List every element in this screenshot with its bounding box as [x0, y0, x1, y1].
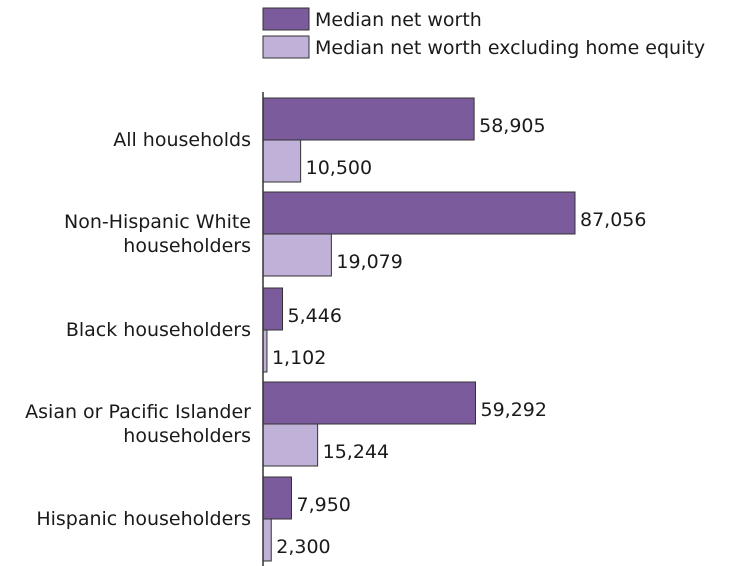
data-label-asian-or-pacific-islander-householders-series-1: 59,292 [480, 399, 546, 421]
category-label-line: Hispanic householders [36, 508, 251, 530]
legend: Median net worth Median net worth excludi… [262, 7, 705, 59]
data-label-all-households-series-2: 10,500 [306, 157, 372, 179]
data-label-hispanic-householders-series-2: 2,300 [276, 536, 330, 558]
category-label-hispanic-householders: Hispanic householders [36, 508, 251, 530]
legend-swatch-2 [262, 35, 310, 59]
category-label-black-householders: Black householders [66, 319, 251, 341]
data-label-hispanic-householders-series-1: 7,950 [296, 494, 350, 516]
data-label-non-hispanic-white-householders-series-1: 87,056 [580, 209, 646, 231]
category-label-line: Non-Hispanic White [64, 211, 251, 233]
data-label-non-hispanic-white-householders-series-2: 19,079 [336, 251, 402, 273]
bars [262, 97, 576, 562]
data-label-black-householders-series-1: 5,446 [288, 305, 342, 327]
data-label-all-households-series-1: 58,905 [479, 115, 545, 137]
category-label-line: householders [123, 235, 251, 257]
legend-label-1: Median net worth [315, 9, 482, 31]
value-labels: 58,905 10,500 87,056 19,079 5,446 1,102 59,292… [272, 115, 647, 558]
category-label-line: householders [123, 425, 251, 447]
bar-hispanic-householders-series-1 [262, 476, 292, 520]
bar-asian-or-pacific-islander-householders-series-1 [262, 381, 476, 425]
bar-hispanic-householders-series-2 [262, 518, 272, 562]
bar-black-householders-series-1 [262, 287, 284, 331]
bar-all-households-series-1 [262, 97, 475, 141]
bar-non-hispanic-white-householders-series-1 [262, 191, 576, 235]
data-label-asian-or-pacific-islander-householders-series-2: 15,244 [323, 441, 389, 463]
category-label-line: Black householders [66, 319, 251, 341]
category-label-line: Asian or Pacific Islander [25, 401, 251, 423]
data-label-black-householders-series-2: 1,102 [272, 347, 326, 369]
bar-all-households-series-2 [262, 139, 302, 183]
category-label-asian-or-pacific-islander-householders: Asian or Pacific Islander householders [25, 401, 251, 447]
legend-swatch-1 [262, 7, 310, 31]
bar-non-hispanic-white-householders-series-2 [262, 233, 332, 277]
category-label-line: All households [113, 129, 251, 151]
category-label-all-households: All households [113, 129, 251, 151]
category-label-non-hispanic-white-householders: Non-Hispanic White householders [64, 211, 251, 257]
legend-label-2: Median net worth excluding home equity [315, 37, 705, 59]
bar-asian-or-pacific-islander-householders-series-2 [262, 423, 319, 467]
